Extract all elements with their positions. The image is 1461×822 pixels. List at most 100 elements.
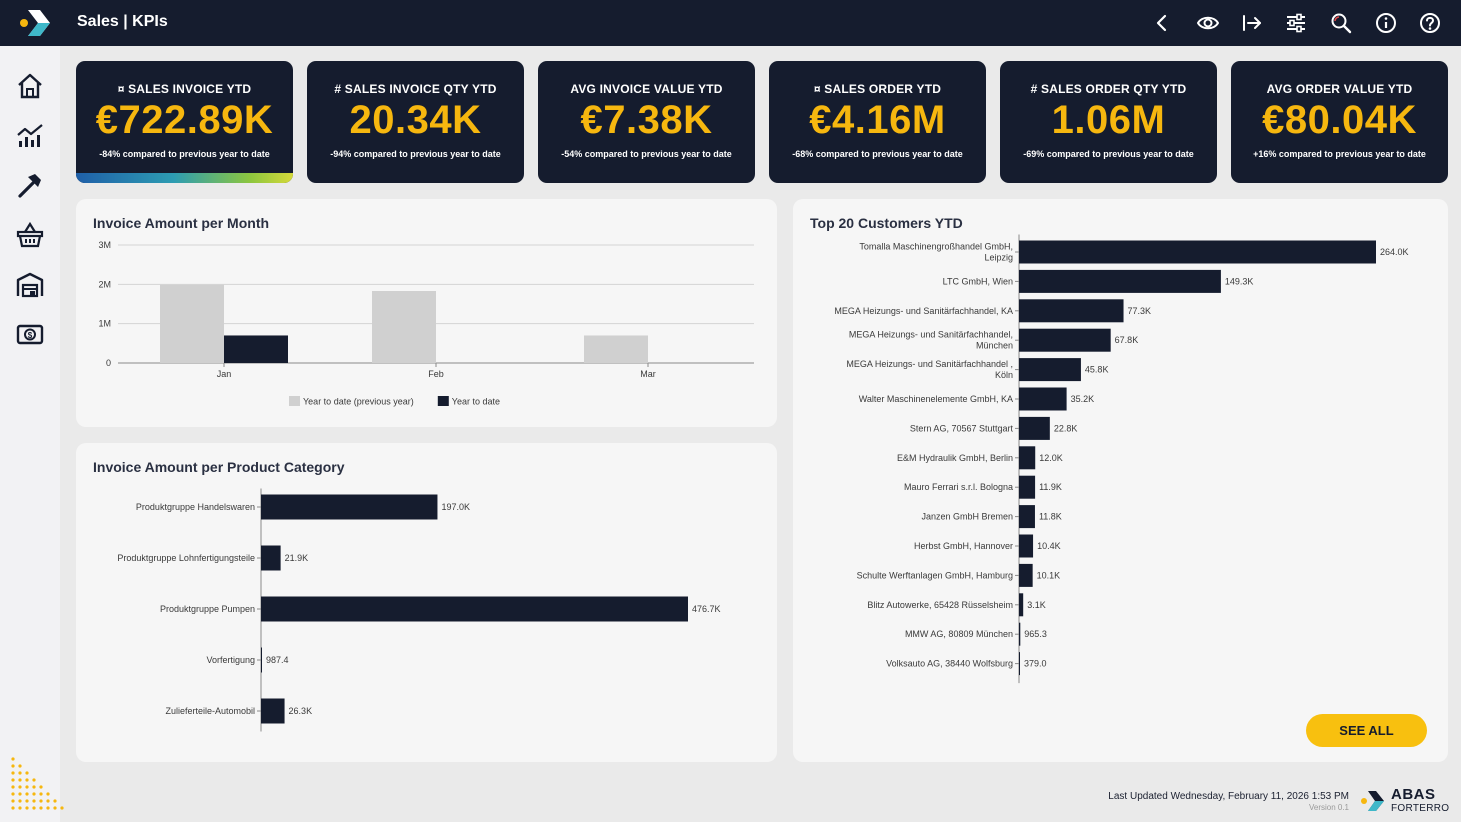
kpi-comparison: -94% compared to previous year to date <box>330 149 501 159</box>
filter-sliders-icon[interactable] <box>1285 12 1307 34</box>
top-bar: Sales | KPIs <box>0 0 1461 46</box>
bar-previous-year <box>584 335 648 363</box>
bar <box>261 698 285 724</box>
dot <box>11 785 15 789</box>
forterro-logo-icon <box>1361 791 1384 811</box>
bar <box>1019 446 1036 470</box>
category-label: Produktgruppe Pumpen <box>160 604 255 614</box>
sidebar: $ <box>0 46 60 822</box>
kpi-value: €7.38K <box>580 98 713 142</box>
dot <box>25 792 29 796</box>
dot <box>39 792 43 796</box>
dot <box>32 806 36 810</box>
invoice-per-category-chart: Produktgruppe Handelswaren 197.0K Produktg… <box>117 488 721 732</box>
dot <box>18 785 22 789</box>
dot <box>11 764 15 768</box>
kpi-gradient-bar <box>76 173 293 183</box>
legend-label: Year to date (previous year) <box>303 397 414 407</box>
category-label: Produktgruppe Handelswaren <box>136 502 255 512</box>
info-icon[interactable] <box>1375 12 1397 34</box>
dot <box>18 806 22 810</box>
value-label: 379.0 <box>1024 659 1047 669</box>
kpi-comparison: -54% compared to previous year to date <box>561 149 732 159</box>
dot <box>25 778 29 782</box>
category-label: Schulte Werftanlagen GmbH, Hamburg <box>857 570 1013 580</box>
eye-icon[interactable] <box>1197 12 1219 34</box>
dot <box>25 785 29 789</box>
see-all-button[interactable]: SEE ALL <box>1306 714 1427 747</box>
kpi-sales-order-ytd[interactable]: ¤ SALES ORDER YTD €4.16M -68% compared t… <box>769 61 986 183</box>
dot <box>18 771 22 775</box>
bar <box>1019 328 1111 352</box>
category-label: Zulieferteile-Automobil <box>165 706 255 716</box>
bar-current-year <box>224 335 288 363</box>
bar <box>1019 652 1020 676</box>
money-icon[interactable]: $ <box>16 320 44 348</box>
x-tick-label: Mar <box>640 369 656 379</box>
bar <box>1019 563 1033 587</box>
dot <box>11 757 15 761</box>
analytics-icon[interactable] <box>16 122 44 150</box>
dot <box>46 799 50 803</box>
bar <box>1019 358 1081 382</box>
category-label: Vorfertigung <box>206 655 255 665</box>
kpi-value: €722.89K <box>95 98 274 142</box>
dot <box>11 778 15 782</box>
y-tick-label: 1M <box>98 319 111 329</box>
dot <box>18 799 22 803</box>
category-label: Walter Maschinenelemente GmbH, KA <box>859 394 1013 404</box>
value-label: 22.8K <box>1054 423 1078 433</box>
app-logo-icon[interactable] <box>18 6 52 40</box>
dot <box>53 799 57 803</box>
category-label: Stern AG, 70567 Stuttgart <box>910 423 1014 433</box>
kpi-title: ¤ SALES INVOICE YTD <box>117 82 252 96</box>
kpi-comparison: +16% compared to previous year to date <box>1253 149 1426 159</box>
kpi-avg-invoice-value-ytd[interactable]: AVG INVOICE VALUE YTD €7.38K -54% compar… <box>538 61 755 183</box>
kpi-comparison: -84% compared to previous year to date <box>99 149 270 159</box>
basket-icon[interactable] <box>16 221 44 249</box>
warehouse-icon[interactable] <box>16 271 44 299</box>
x-tick-label: Jan <box>217 369 232 379</box>
dot <box>32 778 36 782</box>
dot <box>46 792 50 796</box>
svg-text:$: $ <box>28 331 33 340</box>
kpi-title: AVG INVOICE VALUE YTD <box>570 82 723 96</box>
brand-name: ABAS <box>1391 786 1436 803</box>
legend-swatch <box>289 396 300 406</box>
bar <box>261 647 262 673</box>
bar <box>1019 534 1034 558</box>
category-label: Herbst GmbH, Hannover <box>914 541 1013 551</box>
bar-previous-year <box>160 284 224 363</box>
category-label: Tomalla Maschinengroßhandel GmbH, <box>859 242 1013 252</box>
bar <box>261 494 438 520</box>
help-icon[interactable] <box>1419 12 1441 34</box>
category-label: MEGA Heizungs- und Sanitärfachhandel , <box>846 359 1013 369</box>
home-icon[interactable] <box>16 72 44 100</box>
kpi-value: 20.34K <box>349 98 482 142</box>
value-label: 12.0K <box>1039 453 1063 463</box>
dot <box>25 806 29 810</box>
value-label: 11.9K <box>1039 482 1062 492</box>
dot <box>32 792 36 796</box>
kpi-sales-invoice-ytd[interactable]: ¤ SALES INVOICE YTD €722.89K -84% compar… <box>76 61 293 183</box>
kpi-sales-order-qty-ytd[interactable]: # SALES ORDER QTY YTD 1.06M -69% compare… <box>1000 61 1217 183</box>
category-label: Janzen GmbH Bremen <box>921 512 1013 522</box>
search-icon[interactable] <box>1330 12 1352 34</box>
export-icon[interactable] <box>1241 12 1263 34</box>
page-title: Sales | KPIs <box>77 13 168 30</box>
dot <box>39 799 43 803</box>
version: Version 0.1 <box>1308 803 1349 812</box>
dot <box>25 771 29 775</box>
category-label: Köln <box>995 370 1013 380</box>
value-label: 77.3K <box>1128 306 1152 316</box>
bar <box>1019 622 1021 646</box>
back-icon[interactable] <box>1151 12 1173 34</box>
dot <box>39 785 43 789</box>
kpi-avg-order-value-ytd[interactable]: AVG ORDER VALUE YTD €80.04K +16% compare… <box>1231 61 1448 183</box>
kpi-sales-invoice-qty-ytd[interactable]: # SALES INVOICE QTY YTD 20.34K -94% comp… <box>307 61 524 183</box>
tools-icon[interactable] <box>16 171 44 199</box>
value-label: 10.4K <box>1037 541 1061 551</box>
kpi-value: 1.06M <box>1051 98 1166 142</box>
value-label: 3.1K <box>1027 600 1046 610</box>
category-label: Produktgruppe Lohnfertigungsteile <box>117 553 255 563</box>
